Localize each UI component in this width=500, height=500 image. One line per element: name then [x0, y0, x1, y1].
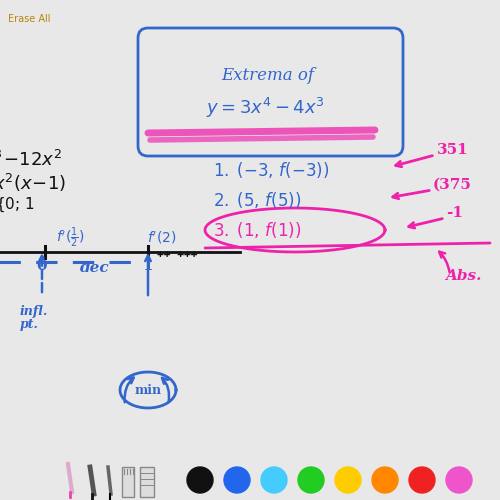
Text: 0: 0: [36, 259, 48, 273]
Text: $2x^2(x\!-\!1)$: $2x^2(x\!-\!1)$: [0, 172, 66, 194]
Text: (375: (375: [433, 178, 472, 192]
Text: dec: dec: [80, 261, 110, 275]
Text: $1.\;(-3,\,f(-3))$: $1.\;(-3,\,f(-3))$: [213, 160, 329, 180]
Text: 351: 351: [437, 143, 469, 157]
Text: $f'(2)$: $f'(2)$: [148, 230, 176, 246]
Text: $3.\;(1,\,f(1))$: $3.\;(1,\,f(1))$: [213, 220, 302, 240]
Circle shape: [261, 467, 287, 493]
Text: $\{0;\,1$: $\{0;\,1$: [0, 196, 35, 214]
Circle shape: [446, 467, 472, 493]
Circle shape: [372, 467, 398, 493]
FancyBboxPatch shape: [140, 467, 154, 497]
Text: Erase All: Erase All: [8, 14, 50, 24]
Text: -1: -1: [446, 206, 463, 220]
Text: 1: 1: [142, 259, 154, 273]
Text: ++ +++: ++ +++: [157, 249, 198, 259]
Text: $f'(\frac{1}{2})$: $f'(\frac{1}{2})$: [56, 226, 84, 250]
Circle shape: [187, 467, 213, 493]
FancyBboxPatch shape: [122, 467, 134, 497]
Circle shape: [409, 467, 435, 493]
Circle shape: [224, 467, 250, 493]
Text: $x^3\!-\!12x^2$: $x^3\!-\!12x^2$: [0, 150, 62, 170]
Circle shape: [298, 467, 324, 493]
Text: pt.: pt.: [20, 318, 39, 331]
Text: $y=3x^4-4x^3$: $y=3x^4-4x^3$: [206, 96, 324, 120]
Text: min: min: [134, 384, 162, 398]
Circle shape: [335, 467, 361, 493]
Text: infl.: infl.: [20, 305, 48, 318]
Text: Abs.: Abs.: [445, 269, 482, 283]
Text: Extrema of: Extrema of: [222, 66, 314, 84]
Text: $2.\;(5,\,f(5))$: $2.\;(5,\,f(5))$: [213, 190, 302, 210]
